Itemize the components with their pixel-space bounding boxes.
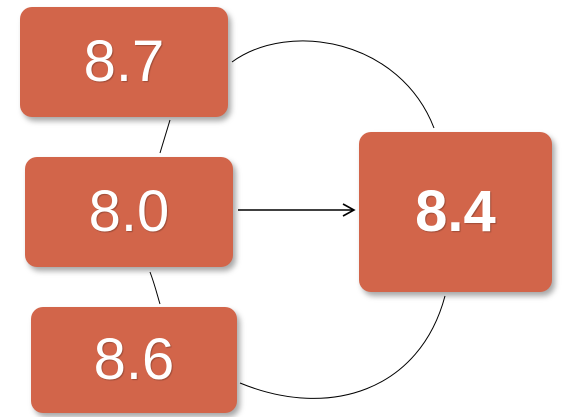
arc-top-to-result <box>231 40 435 129</box>
node-label-bottom: 8.6 <box>93 327 175 392</box>
arc-middle-to-bottom <box>149 271 161 305</box>
arc-top-to-middle <box>159 119 171 154</box>
node-box-middle: 8.0 <box>25 157 233 267</box>
node-box-top: 8.7 <box>20 7 228 117</box>
node-label-top: 8.7 <box>83 29 165 94</box>
node-label-result: 8.4 <box>415 179 496 244</box>
node-box-bottom: 8.6 <box>31 307 237 413</box>
arc-bottom-to-result <box>239 295 446 399</box>
node-label-middle: 8.0 <box>88 179 170 244</box>
node-box-result: 8.4 <box>359 132 552 292</box>
